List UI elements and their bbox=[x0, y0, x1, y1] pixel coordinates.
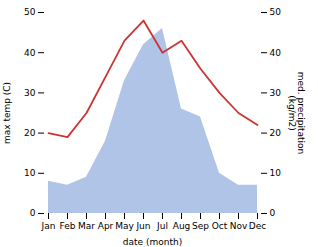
svg-text:Jul: Jul bbox=[156, 221, 168, 231]
svg-text:20: 20 bbox=[24, 128, 36, 138]
svg-text:30: 30 bbox=[270, 88, 282, 98]
svg-text:50: 50 bbox=[24, 7, 36, 17]
svg-text:max temp (C): max temp (C) bbox=[2, 82, 12, 144]
svg-text:Dec: Dec bbox=[249, 221, 266, 231]
svg-text:Feb: Feb bbox=[60, 221, 76, 231]
svg-text:30: 30 bbox=[24, 88, 36, 98]
svg-text:20: 20 bbox=[270, 128, 282, 138]
svg-text:Sep: Sep bbox=[192, 221, 209, 231]
svg-text:May: May bbox=[115, 221, 134, 231]
svg-text:Jan: Jan bbox=[41, 221, 56, 231]
svg-text:Mar: Mar bbox=[78, 221, 95, 231]
svg-text:Jun: Jun bbox=[135, 221, 150, 231]
svg-text:40: 40 bbox=[270, 48, 282, 58]
svg-text:50: 50 bbox=[270, 7, 282, 17]
svg-text:40: 40 bbox=[24, 48, 36, 58]
svg-text:0: 0 bbox=[30, 208, 36, 218]
svg-text:0: 0 bbox=[270, 208, 276, 218]
svg-text:med. precipitation(kg/m2): med. precipitation(kg/m2) bbox=[287, 72, 306, 154]
svg-text:Aug: Aug bbox=[173, 221, 191, 231]
svg-text:Nov: Nov bbox=[230, 221, 248, 231]
svg-text:10: 10 bbox=[270, 168, 282, 178]
svg-text:Apr: Apr bbox=[98, 221, 114, 231]
svg-text:Oct: Oct bbox=[212, 221, 228, 231]
svg-text:10: 10 bbox=[24, 168, 36, 178]
svg-text:date (month): date (month) bbox=[123, 237, 182, 247]
